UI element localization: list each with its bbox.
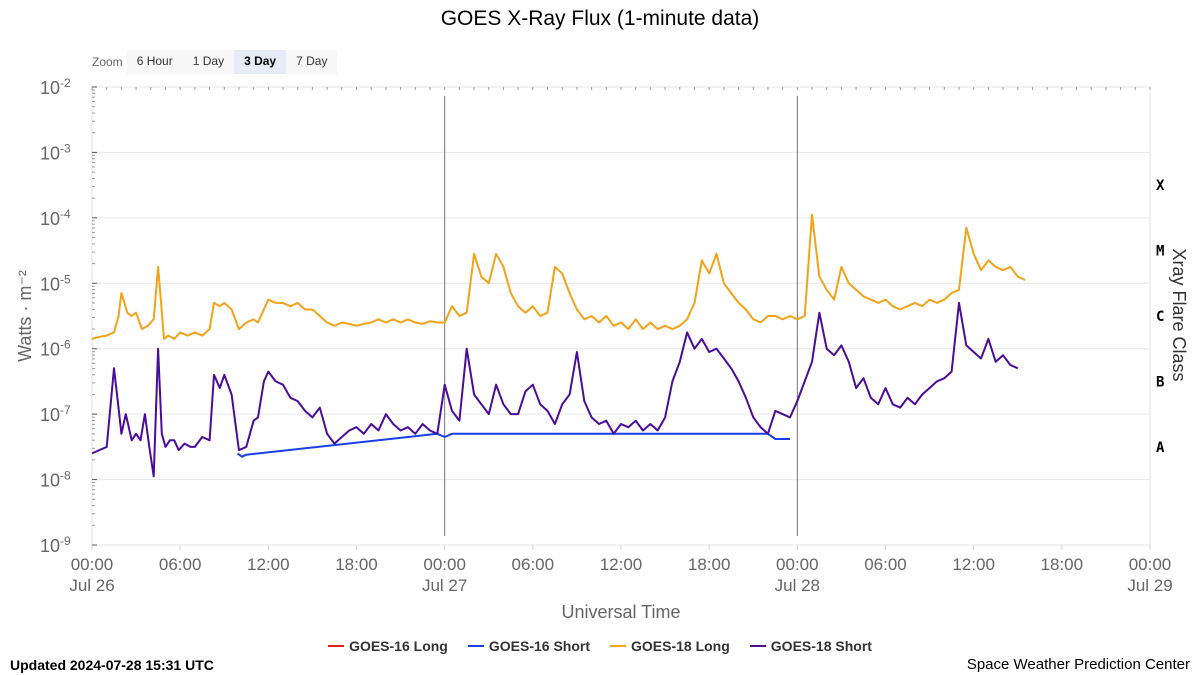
legend-goes18-short[interactable]: GOES-18 Short [749,638,872,654]
x-tick-date-label: Jul 27 [422,576,467,595]
series-line-goes-16-short [236,432,790,458]
goes16-long-swatch [328,645,345,647]
x-tick-date-label: Jul 28 [775,576,820,595]
x-axis-title: Universal Time [561,602,680,622]
x-tick-time-label: 18:00 [1041,555,1084,574]
x-tick-time-label: 18:00 [688,555,731,574]
y-tick-label: 10-5 [40,272,71,294]
x-tick-time-label: 00:00 [71,555,114,574]
zoom-1-day-button[interactable]: 1 Day [182,49,235,74]
legend: GOES-16 Long GOES-16 Short GOES-18 Long … [0,638,1200,654]
y-tick-label: 10-6 [40,338,71,360]
x-tick-time-label: 12:00 [600,555,643,574]
x-tick-date-label: Jul 29 [1127,576,1172,595]
legend-goes18-short-label: GOES-18 Short [770,638,872,654]
y-axis-title: Watts · m⁻² [15,270,35,362]
goes16-short-swatch [467,645,484,647]
x-tick-date-label: Jul 26 [69,576,114,595]
legend-goes16-short[interactable]: GOES-16 Short [467,638,590,654]
plot-border [91,86,1151,546]
zoom-6-hour-button[interactable]: 6 Hour [126,49,183,74]
x-tick-time-label: 00:00 [1129,555,1172,574]
y-tick-label: 10-3 [40,141,71,163]
legend-goes16-long[interactable]: GOES-16 Long [328,638,448,654]
flare-class-label-a: A [1156,440,1165,456]
series-line-goes-18-short [91,301,1019,478]
legend-goes18-long-label: GOES-18 Long [631,638,730,654]
x-tick-time-label: 06:00 [512,555,555,574]
legend-goes16-short-label: GOES-16 Short [488,638,590,654]
y2-axis-title: Xray Flare Class [1169,248,1189,381]
goes18-long-swatch [610,645,626,647]
legend-goes18-long[interactable]: GOES-18 Long [610,638,730,654]
x-tick-time-label: 12:00 [952,555,995,574]
y-tick-label: 10-7 [40,403,71,425]
goes18-short-swatch [749,645,766,647]
x-tick-time-label: 06:00 [159,555,202,574]
zoom-3-day-button[interactable]: 3 Day [234,49,287,74]
zoom-label: Zoom [92,54,123,69]
credit-text: Space Weather Prediction Center [966,656,1190,673]
x-tick-time-label: 12:00 [247,555,290,574]
chart-title: GOES X-Ray Flux (1-minute data) [440,7,760,30]
y-tick-label: 10-8 [40,469,71,491]
zoom-7-day-button[interactable]: 7 Day [286,49,338,74]
series-line-goes-18-long [91,213,1026,340]
x-tick-time-label: 00:00 [423,555,466,574]
flare-class-label-c: C [1156,309,1164,325]
x-tick-time-label: 00:00 [776,555,819,574]
zoom-selector: Zoom 6 Hour 1 Day 3 Day 7 Day [92,49,338,74]
updated-timestamp: Updated 2024-07-28 15:31 UTC [10,657,214,673]
flare-class-label-b: B [1156,374,1164,390]
flare-class-label-x: X [1156,178,1165,194]
x-tick-time-label: 18:00 [335,555,378,574]
flare-class-label-m: M [1156,244,1164,260]
y-tick-label: 10-9 [40,534,71,556]
y-tick-label: 10-4 [40,207,71,229]
y-tick-label: 10-2 [40,76,71,98]
x-tick-time-label: 06:00 [864,555,907,574]
legend-goes16-long-label: GOES-16 Long [349,638,448,654]
